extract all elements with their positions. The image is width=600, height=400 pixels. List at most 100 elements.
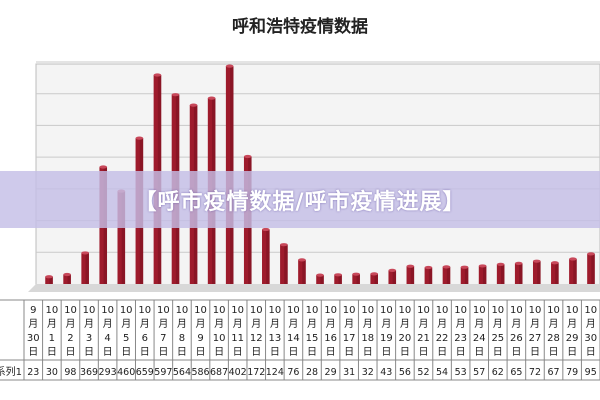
category-label: 19 (380, 333, 393, 344)
bar-body (45, 276, 53, 284)
bar-cap (225, 64, 234, 68)
bar-cap (406, 264, 415, 268)
bar-cap (496, 262, 505, 266)
bar-cap (569, 257, 577, 261)
category-label: 日 (140, 347, 150, 358)
bar-cap (478, 264, 487, 268)
category-label: 10 (157, 305, 170, 316)
bar-cap (370, 272, 378, 276)
bar-body (316, 275, 324, 284)
bar (587, 252, 595, 284)
category-label: 日 (437, 347, 447, 358)
category-label: 2 (67, 333, 73, 344)
category-label: 月 (84, 318, 94, 330)
bar-body (406, 266, 415, 284)
category-label: 10 (120, 305, 133, 316)
bar-body (442, 266, 451, 284)
category-label: 10 (250, 305, 263, 316)
category-label: 10 (213, 305, 226, 316)
bar-shade (121, 191, 126, 284)
banner-text: 【呼市疫情数据/呼市疫情进展】 (134, 189, 466, 215)
bar-shade (338, 274, 342, 284)
category-label: 月 (344, 318, 354, 330)
value-label: 54 (436, 367, 448, 378)
value-label: 65 (510, 367, 522, 378)
category-label: 10 (194, 305, 207, 316)
category-label: 日 (474, 347, 484, 358)
bar-cap (587, 252, 595, 256)
bar (63, 272, 71, 284)
bar-shade (374, 273, 378, 284)
value-label: 460 (117, 367, 135, 378)
category-label: 30 (27, 333, 40, 344)
value-label: 31 (343, 367, 355, 378)
value-label: 72 (529, 367, 541, 378)
value-label: 687 (210, 367, 228, 378)
category-label: 日 (456, 347, 466, 358)
bar-body (424, 267, 433, 284)
bar-body (117, 191, 126, 284)
bar-body (460, 267, 469, 284)
bar-cap (460, 265, 469, 269)
category-label: 27 (529, 333, 542, 344)
bar-body (569, 258, 577, 284)
category-label: 月 (28, 318, 38, 330)
bar-cap (262, 227, 270, 232)
value-label: 402 (229, 367, 247, 378)
bar (478, 264, 487, 284)
bar-body (63, 274, 71, 284)
category-label: 24 (473, 333, 486, 344)
category-label: 月 (456, 318, 466, 330)
category-label: 日 (251, 347, 261, 358)
bar-shade (537, 261, 541, 284)
value-label: 586 (191, 367, 209, 378)
category-label: 1 (49, 333, 55, 344)
bar-body (587, 253, 595, 284)
value-label: 28 (306, 367, 318, 378)
bar (45, 275, 53, 284)
category-label: 日 (233, 347, 243, 358)
bar-shade (482, 265, 487, 284)
bar-body (514, 263, 523, 284)
value-label: 79 (566, 367, 578, 378)
category-label: 日 (288, 347, 298, 358)
bar-cap (243, 154, 252, 159)
category-label: 10 (529, 305, 542, 316)
category-label: 日 (549, 347, 559, 358)
category-label: 月 (567, 318, 577, 330)
category-label: 日 (381, 347, 391, 358)
bar-shade (446, 266, 451, 284)
category-label: 月 (307, 318, 317, 330)
bar (514, 261, 523, 284)
category-label: 月 (326, 318, 336, 330)
bar-shade (320, 275, 324, 284)
overlay-banner: 【呼市疫情数据/呼市疫情进展】 (0, 171, 600, 228)
category-label: 月 (65, 318, 75, 330)
chart-title: 呼和浩特疫情数据 (232, 17, 368, 37)
category-label: 6 (142, 333, 148, 344)
bar-cap (298, 258, 306, 262)
category-label: 10 (343, 305, 356, 316)
bar (81, 251, 89, 284)
bar (316, 273, 324, 284)
category-label: 22 (436, 333, 449, 344)
bar (532, 259, 541, 284)
series-label: 系列1 (0, 365, 22, 378)
category-label: 月 (251, 318, 261, 330)
category-label: 月 (530, 318, 540, 330)
value-label: 659 (136, 367, 154, 378)
category-label: 日 (586, 347, 596, 358)
category-label: 日 (363, 347, 373, 358)
category-label: 10 (547, 305, 560, 316)
category-label: 9 (197, 333, 203, 344)
category-label: 日 (326, 347, 336, 358)
category-label: 28 (547, 333, 560, 344)
bar-cap (280, 243, 288, 247)
bar (298, 258, 306, 284)
bar-cap (207, 96, 216, 100)
value-label: 57 (473, 367, 485, 378)
bar-body (532, 261, 541, 284)
value-label: 67 (548, 367, 560, 378)
category-label: 日 (28, 347, 38, 358)
category-label: 日 (121, 347, 131, 358)
